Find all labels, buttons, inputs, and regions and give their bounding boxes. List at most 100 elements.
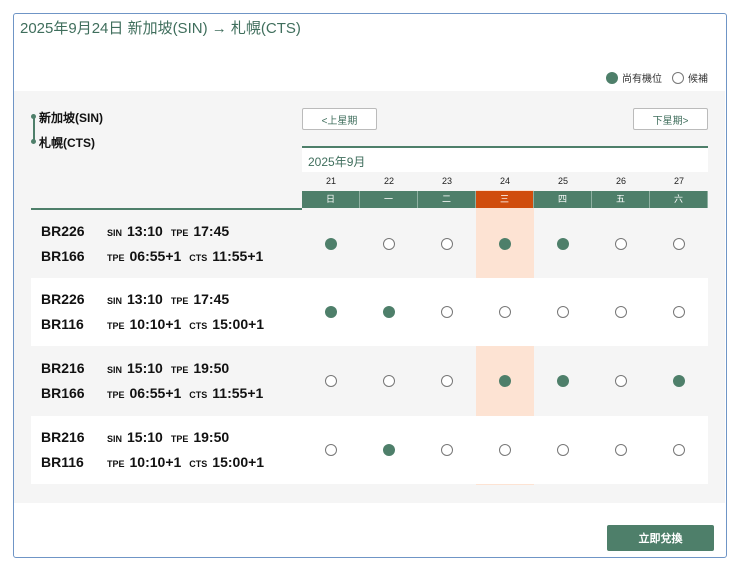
day-cell[interactable] [534, 210, 592, 278]
day-cell[interactable] [418, 278, 476, 346]
day-cell[interactable] [534, 416, 592, 484]
day-cell[interactable] [534, 347, 592, 415]
flight-number: BR166 [41, 248, 85, 264]
day-number[interactable]: 25 [557, 176, 568, 186]
flight-number: BR216 [41, 360, 85, 376]
flight-row: BR226 SIN 13:10 TPE 17:45 BR116 TPE 10:1… [31, 278, 708, 346]
prev-week-button[interactable]: <上星期 [302, 108, 377, 130]
day-cell[interactable] [476, 416, 534, 484]
available-dot-icon[interactable] [383, 444, 395, 456]
dep-time: 06:55+1 [129, 385, 182, 401]
day-cell[interactable] [302, 347, 360, 415]
waitlist-dot-icon[interactable] [441, 444, 453, 456]
weekday-cell[interactable]: 二 [418, 191, 476, 208]
day-number[interactable]: 27 [673, 176, 684, 186]
weekday-cell[interactable]: 日 [302, 191, 360, 208]
day-cell[interactable] [418, 210, 476, 278]
available-dot-icon[interactable] [499, 375, 511, 387]
available-dot-icon[interactable] [325, 306, 337, 318]
day-cell[interactable] [360, 278, 418, 346]
day-cell[interactable] [592, 347, 650, 415]
day-cell[interactable] [650, 347, 708, 415]
available-dot-icon[interactable] [325, 238, 337, 250]
day-cell[interactable] [592, 416, 650, 484]
dep-airport: SIN [107, 228, 123, 238]
waitlist-dot-icon[interactable] [615, 306, 627, 318]
day-number[interactable]: 23 [441, 176, 452, 186]
day-cell[interactable] [302, 210, 360, 278]
availability-cells [302, 278, 708, 346]
page-title: 2025年9月24日 新加坡(SIN) → 札幌(CTS) [20, 20, 301, 37]
waitlist-dot-icon[interactable] [615, 444, 627, 456]
day-cell[interactable] [476, 278, 534, 346]
day-cell[interactable] [302, 278, 360, 346]
day-cell[interactable] [360, 416, 418, 484]
day-number[interactable]: 26 [615, 176, 626, 186]
waitlist-dot-icon[interactable] [499, 444, 511, 456]
dep-airport: TPE [107, 459, 125, 469]
arr-time: 17:45 [193, 291, 230, 307]
flight-number: BR116 [41, 316, 84, 332]
waitlist-dot-icon[interactable] [325, 444, 337, 456]
day-cell[interactable] [650, 416, 708, 484]
available-dot-icon[interactable] [557, 375, 569, 387]
weekday-cell[interactable]: 一 [360, 191, 418, 208]
weekday-cell[interactable]: 三 [476, 191, 534, 208]
flight-number: BR226 [41, 223, 85, 239]
day-number[interactable]: 24 [499, 176, 510, 186]
flight-row: BR226 SIN 13:10 TPE 17:45 BR166 TPE 06:5… [31, 210, 708, 278]
arr-airport: CTS [189, 321, 208, 331]
waitlist-dot-icon[interactable] [325, 375, 337, 387]
waitlist-dot-icon[interactable] [441, 375, 453, 387]
waitlist-dot-icon[interactable] [673, 306, 685, 318]
next-week-button[interactable]: 下星期> [633, 108, 708, 130]
weekday-cell[interactable]: 四 [534, 191, 592, 208]
available-dot-icon[interactable] [383, 306, 395, 318]
flight-number: BR216 [41, 429, 85, 445]
waitlist-dot-icon[interactable] [557, 306, 569, 318]
arr-time: 11:55+1 [212, 385, 264, 401]
route: 新加坡(SIN) 札幌(CTS) [31, 109, 103, 159]
day-cell[interactable] [650, 210, 708, 278]
redeem-button[interactable]: 立即兌換 [607, 525, 714, 551]
legend-waitlist: 候補 [688, 74, 708, 85]
waitlist-dot-icon[interactable] [441, 306, 453, 318]
flight-number: BR226 [41, 291, 85, 307]
arr-airport: TPE [170, 228, 189, 238]
available-dot-icon[interactable] [557, 238, 569, 250]
waitlist-dot-icon[interactable] [557, 444, 569, 456]
arr-time: 19:50 [193, 360, 230, 376]
waitlist-dot-icon[interactable] [673, 238, 685, 250]
day-cell[interactable] [418, 416, 476, 484]
arr-time: 15:00+1 [212, 316, 265, 332]
waitlist-dot-icon[interactable] [673, 444, 685, 456]
flight-segment: BR216 SIN 15:10 TPE 19:50 [41, 360, 237, 376]
dep-airport: TPE [107, 321, 125, 331]
weekday-cell[interactable]: 六 [650, 191, 708, 208]
available-dot-icon[interactable] [673, 375, 685, 387]
day-cell[interactable] [534, 278, 592, 346]
weekday-cell[interactable]: 五 [592, 191, 650, 208]
day-cell[interactable] [592, 210, 650, 278]
waitlist-dot-icon[interactable] [615, 375, 627, 387]
day-cell[interactable] [650, 278, 708, 346]
waitlist-dot-icon[interactable] [383, 238, 395, 250]
waitlist-dot-icon[interactable] [441, 238, 453, 250]
day-cell[interactable] [360, 347, 418, 415]
day-cell[interactable] [476, 347, 534, 415]
day-cell[interactable] [592, 278, 650, 346]
dep-airport: SIN [107, 296, 123, 306]
day-cell[interactable] [476, 210, 534, 278]
waitlist-dot-icon[interactable] [383, 375, 395, 387]
day-number[interactable]: 22 [383, 176, 394, 186]
dep-time: 13:10 [127, 291, 163, 307]
waitlist-dot-icon[interactable] [499, 306, 511, 318]
day-number[interactable]: 21 [325, 176, 336, 186]
available-dot-icon[interactable] [499, 238, 511, 250]
arr-airport: TPE [170, 434, 189, 444]
day-cell[interactable] [418, 347, 476, 415]
flight-segment: BR116 TPE 10:10+1 CTS 15:00+1 [41, 316, 272, 332]
waitlist-dot-icon[interactable] [615, 238, 627, 250]
day-cell[interactable] [302, 416, 360, 484]
day-cell[interactable] [360, 210, 418, 278]
